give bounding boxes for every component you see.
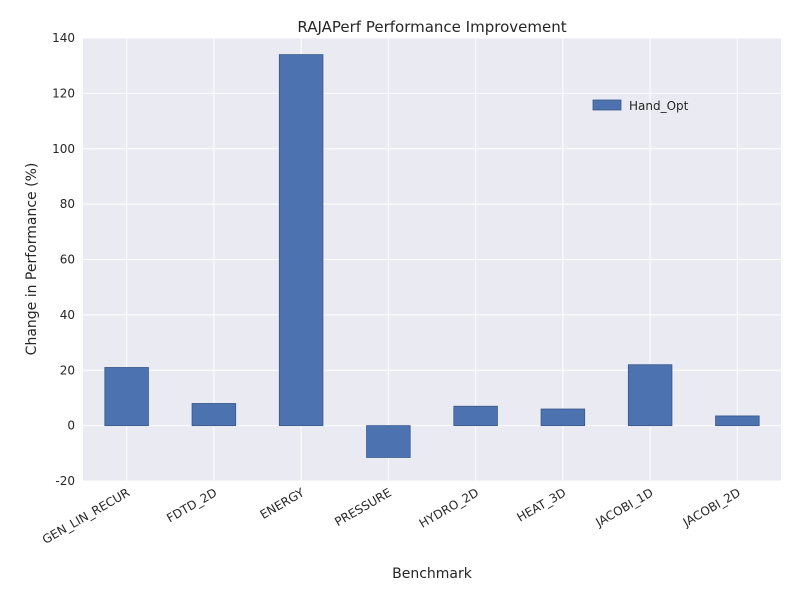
bar-energy <box>278 54 324 427</box>
y-tick-label: 0 <box>67 419 75 433</box>
bar-pressure <box>366 425 411 458</box>
x-tick-label: ENERGY <box>258 485 308 522</box>
x-tick-label: PRESSURE <box>332 485 394 529</box>
legend-label: Hand_Opt <box>629 99 689 113</box>
legend-swatch <box>592 99 622 111</box>
bar-gen-lin-recur <box>104 367 149 427</box>
x-tick-label: HEAT_3D <box>515 485 569 524</box>
bar-hydro-2d <box>453 405 498 427</box>
y-tick-labels: -20 0 20 40 60 80 100 120 140 <box>52 31 75 488</box>
bar-heat-3d <box>540 408 586 427</box>
y-tick-label: 20 <box>60 363 75 377</box>
bar-fdtd-2d <box>191 403 237 427</box>
y-tick-label: 100 <box>52 142 75 156</box>
y-axis-label: Change in Performance (%) <box>24 163 40 356</box>
bars <box>104 54 760 458</box>
chart-title: RAJAPerf Performance Improvement <box>297 18 566 36</box>
x-axis-label: Benchmark <box>392 566 473 582</box>
x-tick-label: GEN_LIN_RECUR <box>40 485 132 546</box>
x-tick-label: JACOBI_1D <box>593 485 656 530</box>
legend: Hand_Opt <box>592 99 689 113</box>
y-tick-label: 120 <box>52 86 75 100</box>
y-tick-label: -20 <box>55 474 75 488</box>
bar-jacobi-1d <box>627 364 673 427</box>
y-tick-label: 40 <box>60 308 75 322</box>
y-tick-label: 60 <box>60 253 75 267</box>
y-tick-label: 80 <box>60 197 75 211</box>
bar-jacobi-2d <box>715 415 760 427</box>
x-tick-label: FDTD_2D <box>164 485 219 525</box>
x-tick-label: HYDRO_2D <box>417 485 481 530</box>
y-tick-label: 140 <box>52 31 75 45</box>
x-tick-labels: GEN_LIN_RECUR FDTD_2D ENERGY PRESSURE HYDRO_… <box>40 485 743 547</box>
x-tick-label: JACOBI_2D <box>680 485 743 530</box>
